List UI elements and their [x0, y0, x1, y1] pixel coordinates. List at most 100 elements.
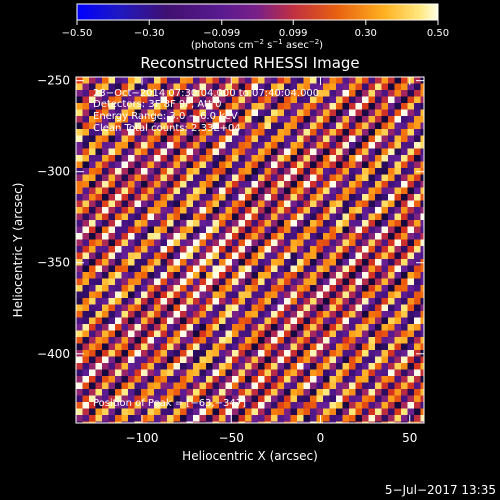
heatmap-cell	[108, 181, 116, 188]
heatmap-cell	[180, 122, 187, 130]
heatmap-cell	[284, 135, 291, 143]
heatmap-cell	[232, 291, 239, 299]
heatmap-cell	[388, 90, 395, 97]
heatmap-cell	[160, 382, 168, 390]
heatmap-cell	[407, 77, 415, 84]
heatmap-cell	[180, 226, 187, 234]
heatmap-cell	[420, 233, 424, 240]
heatmap-cell	[407, 168, 415, 175]
heatmap-cell	[193, 317, 200, 325]
heatmap-cell	[180, 395, 187, 403]
heatmap-cell	[329, 324, 337, 331]
heatmap-cell	[102, 389, 109, 396]
heatmap-cell	[264, 421, 272, 423]
heatmap-cell	[245, 278, 252, 286]
heatmap-cell	[206, 135, 213, 143]
heatmap-cell	[108, 239, 116, 247]
heatmap-cell	[297, 174, 304, 182]
heatmap-cell	[121, 83, 129, 91]
heatmap-cell	[310, 350, 317, 357]
heatmap-cell	[186, 233, 194, 240]
heatmap-cell	[349, 233, 356, 240]
heatmap-cell	[407, 395, 415, 403]
heatmap-cell	[219, 265, 226, 273]
heatmap-cell	[232, 213, 239, 221]
heatmap-cell	[206, 181, 213, 188]
heatmap-cell	[355, 116, 363, 123]
heatmap-cell	[225, 304, 233, 312]
heatmap-cell	[238, 324, 246, 331]
heatmap-cell	[277, 298, 285, 305]
heatmap-cell	[212, 343, 220, 351]
heatmap-cell	[95, 389, 103, 396]
heatmap-cell	[115, 330, 122, 338]
x-tick-label: −50	[219, 431, 244, 445]
heatmap-cell	[323, 135, 330, 143]
heatmap-cell	[232, 187, 239, 195]
heatmap-cell	[238, 252, 246, 260]
heatmap-cell	[414, 389, 421, 396]
heatmap-cell	[420, 226, 424, 234]
heatmap-cell	[232, 142, 239, 149]
heatmap-cell	[271, 83, 278, 91]
heatmap-cell	[258, 103, 265, 110]
heatmap-cell	[258, 220, 265, 227]
heatmap-cell	[206, 226, 213, 234]
heatmap-cell	[362, 408, 369, 416]
heatmap-cell	[375, 220, 382, 227]
heatmap-cell	[128, 259, 135, 266]
heatmap-cell	[323, 129, 330, 136]
heatmap-cell	[349, 343, 356, 351]
heatmap-cell	[206, 330, 213, 338]
heatmap-cell	[154, 382, 161, 390]
heatmap-cell	[362, 187, 369, 195]
heatmap-cell	[251, 356, 259, 364]
heatmap-cell	[173, 369, 181, 377]
heatmap-cell	[323, 272, 330, 279]
heatmap-cell	[115, 363, 122, 370]
heatmap-cell	[264, 135, 272, 143]
heatmap-cell	[251, 382, 259, 390]
heatmap-cell	[141, 317, 148, 325]
heatmap-cell	[219, 135, 226, 143]
heatmap-cell	[82, 415, 90, 422]
heatmap-cell	[245, 96, 252, 104]
heatmap-cell	[121, 142, 129, 149]
heatmap-cell	[141, 181, 148, 188]
heatmap-cell	[108, 265, 116, 273]
heatmap-cell	[232, 350, 239, 357]
heatmap-cell	[349, 246, 356, 253]
heatmap-cell	[121, 168, 129, 175]
heatmap-cell	[115, 337, 122, 344]
heatmap-cell	[394, 389, 402, 396]
heatmap-cell	[290, 330, 298, 338]
heatmap-cell	[102, 109, 109, 117]
heatmap-cell	[219, 285, 226, 292]
heatmap-cell	[362, 298, 369, 305]
heatmap-cell	[258, 187, 265, 195]
heatmap-cell	[108, 90, 116, 97]
heatmap-cell	[342, 330, 350, 338]
heatmap-cell	[232, 421, 239, 423]
heatmap-cell	[206, 278, 213, 286]
heatmap-cell	[134, 298, 142, 305]
heatmap-cell	[297, 265, 304, 273]
heatmap-cell	[310, 109, 317, 117]
heatmap-cell	[284, 194, 291, 201]
heatmap-cell	[277, 135, 285, 143]
heatmap-cell	[193, 220, 200, 227]
heatmap-cell	[193, 291, 200, 299]
heatmap-cell	[154, 369, 161, 377]
heatmap-cell	[102, 278, 109, 286]
heatmap-cell	[212, 421, 220, 423]
heatmap-cell	[206, 220, 213, 227]
heatmap-cell	[420, 129, 424, 136]
heatmap-cell	[349, 259, 356, 266]
heatmap-cell	[82, 161, 90, 169]
heatmap-cell	[316, 389, 324, 396]
heatmap-cell	[342, 363, 350, 370]
heatmap-cell	[219, 155, 226, 162]
heatmap-cell	[375, 213, 382, 221]
heatmap-cell	[420, 213, 424, 221]
heatmap-cell	[355, 324, 363, 331]
